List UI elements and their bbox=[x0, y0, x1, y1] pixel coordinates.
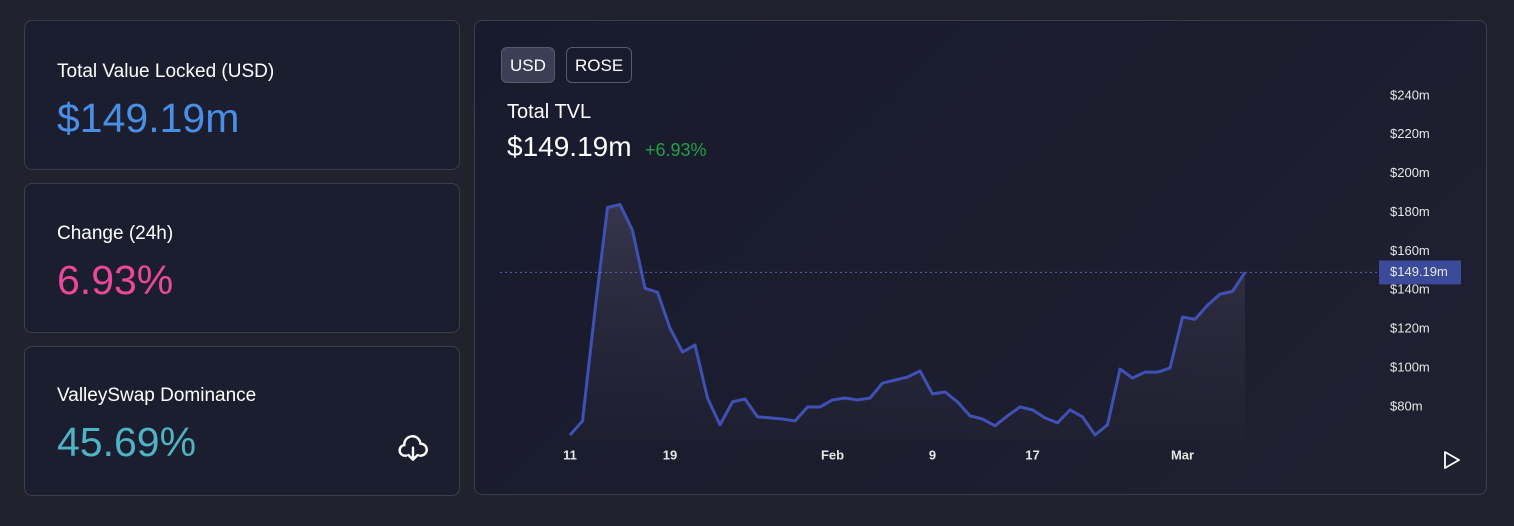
tab[interactable]: ROSE bbox=[566, 47, 633, 83]
play-button[interactable] bbox=[1444, 451, 1460, 469]
card-label: Total Value Locked (USD) bbox=[57, 61, 275, 82]
change-card: Change (24h) 6.93% bbox=[24, 183, 460, 333]
area-fill bbox=[570, 204, 1245, 440]
card-value: 6.93% bbox=[57, 257, 174, 303]
y-tick-label: $80m bbox=[1390, 398, 1423, 413]
x-tick-label: Feb bbox=[821, 447, 844, 462]
x-tick-label: Mar bbox=[1171, 447, 1194, 462]
y-tick-label: $240m bbox=[1390, 87, 1430, 102]
y-tick-label: $180m bbox=[1390, 204, 1430, 219]
y-tick-label: $100m bbox=[1390, 359, 1430, 374]
y-tick-label: $120m bbox=[1390, 321, 1430, 336]
x-tick-label: 9 bbox=[929, 447, 936, 462]
tab[interactable]: USD bbox=[501, 47, 555, 83]
line bbox=[568, 203, 1247, 437]
price-marker-label: $149.19m bbox=[1390, 264, 1448, 279]
current-value: $149.19m bbox=[507, 131, 632, 162]
dominance-card: ValleySwap Dominance 45.69% bbox=[24, 346, 460, 496]
x-tick-label: 17 bbox=[1025, 447, 1039, 462]
x-tick-label: 19 bbox=[663, 447, 677, 462]
change-value: +6.93% bbox=[645, 140, 707, 160]
chart-title: Total TVL bbox=[507, 101, 592, 123]
y-tick-label: $140m bbox=[1390, 282, 1430, 297]
download-icon[interactable] bbox=[397, 433, 429, 465]
card-label: Change (24h) bbox=[57, 223, 174, 244]
card-value: 45.69% bbox=[57, 419, 197, 465]
x-tick-label: 11 bbox=[563, 447, 577, 462]
y-tick-label: $160m bbox=[1390, 243, 1430, 258]
tvl-card: Total Value Locked (USD) $149.19m bbox=[24, 20, 460, 170]
card-label: ValleySwap Dominance bbox=[57, 385, 257, 406]
price-marker bbox=[1379, 260, 1461, 285]
y-tick-label: $220m bbox=[1390, 126, 1430, 141]
y-tick-label: $200m bbox=[1390, 165, 1430, 180]
card-value: $149.19m bbox=[57, 95, 240, 141]
